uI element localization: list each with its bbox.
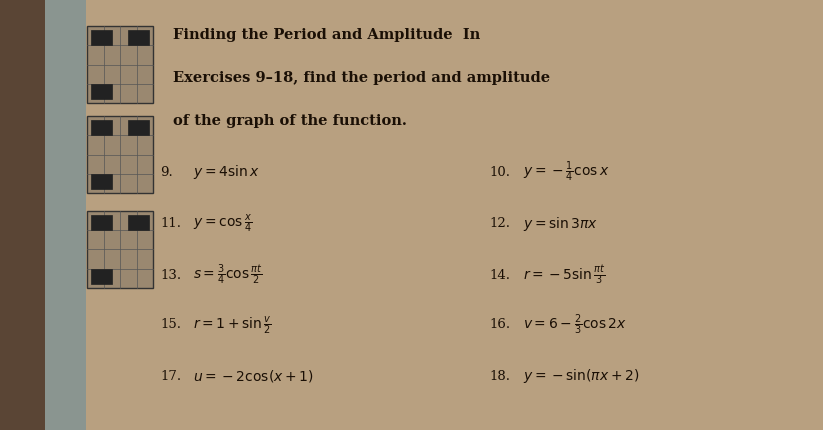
FancyBboxPatch shape	[87, 116, 153, 194]
FancyBboxPatch shape	[128, 215, 149, 230]
Text: $u = -2\cos(x+1)$: $u = -2\cos(x+1)$	[193, 368, 314, 384]
FancyBboxPatch shape	[91, 120, 112, 135]
Text: $r = -5\sin\frac{\pi t}{3}$: $r = -5\sin\frac{\pi t}{3}$	[523, 264, 605, 287]
Bar	[0, 0, 45, 430]
Text: 12.: 12.	[490, 217, 511, 230]
Text: $y = \cos\frac{x}{4}$: $y = \cos\frac{x}{4}$	[193, 213, 253, 234]
Text: 11.: 11.	[160, 217, 182, 230]
Text: 13.: 13.	[160, 269, 182, 282]
FancyBboxPatch shape	[91, 30, 112, 45]
Bar	[45, 0, 86, 430]
Text: 18.: 18.	[490, 370, 511, 383]
Text: $y = 4\sin x$: $y = 4\sin x$	[193, 163, 260, 181]
Text: $y = -\frac{1}{4}\cos x$: $y = -\frac{1}{4}\cos x$	[523, 160, 609, 184]
Text: Exercises 9–18, find the period and amplitude: Exercises 9–18, find the period and ampl…	[173, 71, 550, 85]
Text: 15.: 15.	[160, 318, 182, 331]
FancyBboxPatch shape	[87, 26, 153, 103]
Text: $y = \sin 3\pi x$: $y = \sin 3\pi x$	[523, 215, 597, 233]
FancyBboxPatch shape	[128, 30, 149, 45]
Text: 17.: 17.	[160, 370, 182, 383]
FancyBboxPatch shape	[91, 84, 112, 99]
Text: of the graph of the function.: of the graph of the function.	[173, 114, 407, 128]
Text: $r = 1 + \sin\frac{v}{2}$: $r = 1 + \sin\frac{v}{2}$	[193, 314, 272, 335]
FancyBboxPatch shape	[91, 269, 112, 284]
Text: $v = 6 - \frac{2}{3}\cos 2x$: $v = 6 - \frac{2}{3}\cos 2x$	[523, 313, 626, 337]
FancyBboxPatch shape	[87, 211, 153, 288]
Text: Finding the Period and Amplitude  In: Finding the Period and Amplitude In	[173, 28, 480, 42]
Text: 10.: 10.	[490, 166, 511, 178]
Text: $s = \frac{3}{4}\cos\frac{\pi t}{2}$: $s = \frac{3}{4}\cos\frac{\pi t}{2}$	[193, 263, 263, 287]
FancyBboxPatch shape	[91, 174, 112, 189]
Text: 16.: 16.	[490, 318, 511, 331]
Text: $y = -\sin(\pi x+2)$: $y = -\sin(\pi x+2)$	[523, 367, 639, 385]
Text: 14.: 14.	[490, 269, 511, 282]
FancyBboxPatch shape	[91, 215, 112, 230]
FancyBboxPatch shape	[128, 120, 149, 135]
Text: 9.: 9.	[160, 166, 173, 178]
